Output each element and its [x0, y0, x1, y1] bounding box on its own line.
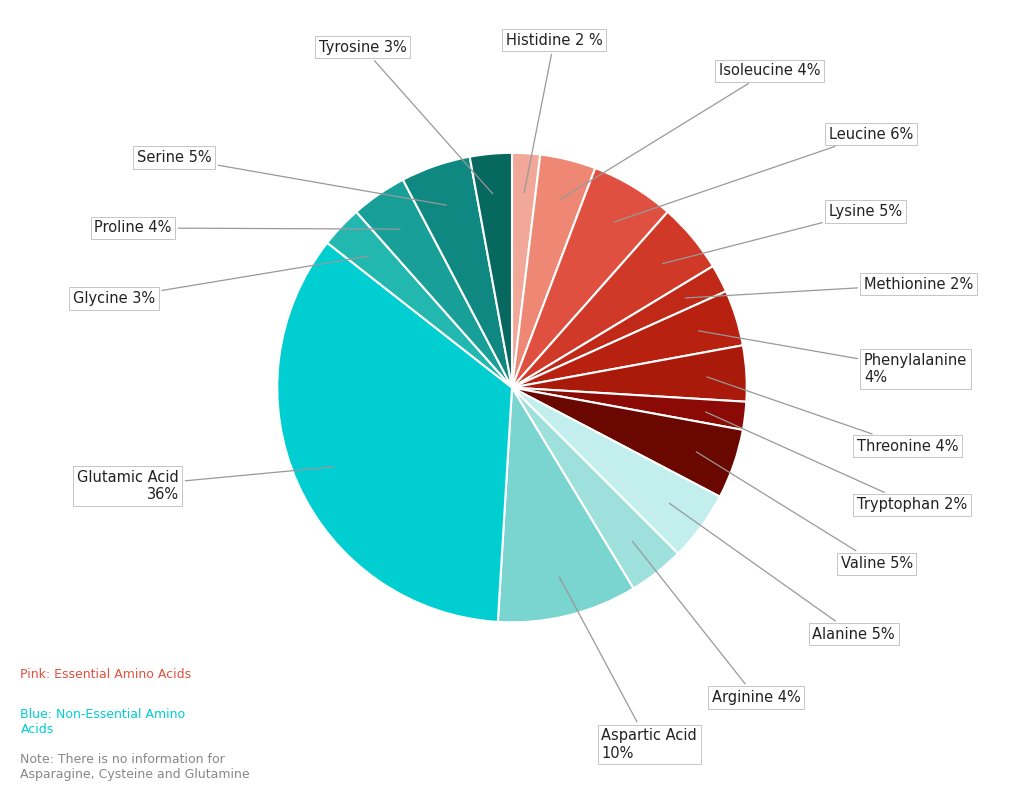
Wedge shape	[512, 388, 742, 497]
Text: Glutamic Acid
36%: Glutamic Acid 36%	[77, 467, 334, 502]
Text: Arginine 4%: Arginine 4%	[633, 541, 801, 705]
Wedge shape	[278, 243, 512, 622]
Text: Histidine 2 %: Histidine 2 %	[506, 32, 603, 193]
Wedge shape	[356, 180, 512, 388]
Wedge shape	[512, 266, 726, 388]
Text: Methionine 2%: Methionine 2%	[685, 277, 974, 298]
Wedge shape	[512, 346, 746, 402]
Text: Blue: Non-Essential Amino
Acids: Blue: Non-Essential Amino Acids	[20, 708, 185, 736]
Wedge shape	[328, 212, 512, 388]
Text: Alanine 5%: Alanine 5%	[670, 503, 895, 642]
Text: Tryptophan 2%: Tryptophan 2%	[706, 412, 968, 513]
Text: Glycine 3%: Glycine 3%	[73, 256, 369, 306]
Text: Phenylalanine
4%: Phenylalanine 4%	[698, 331, 968, 385]
Wedge shape	[512, 291, 742, 388]
Text: Threonine 4%: Threonine 4%	[707, 377, 958, 454]
Text: Valine 5%: Valine 5%	[696, 452, 912, 571]
Text: Proline 4%: Proline 4%	[94, 221, 400, 236]
Wedge shape	[512, 388, 746, 430]
Text: Lysine 5%: Lysine 5%	[663, 204, 902, 263]
Text: Note: There is no information for
Asparagine, Cysteine and Glutamine: Note: There is no information for Aspara…	[20, 753, 250, 781]
Wedge shape	[512, 388, 678, 589]
Wedge shape	[512, 154, 595, 388]
Wedge shape	[512, 168, 668, 388]
Text: Leucine 6%: Leucine 6%	[614, 127, 913, 222]
Wedge shape	[402, 157, 512, 388]
Wedge shape	[512, 153, 541, 388]
Wedge shape	[512, 212, 713, 388]
Wedge shape	[512, 388, 720, 554]
Wedge shape	[470, 153, 512, 388]
Text: Pink: Essential Amino Acids: Pink: Essential Amino Acids	[20, 668, 191, 681]
Text: Isoleucine 4%: Isoleucine 4%	[560, 63, 820, 199]
Text: Tyrosine 3%: Tyrosine 3%	[318, 40, 493, 194]
Text: Aspartic Acid
10%: Aspartic Acid 10%	[559, 577, 697, 761]
Wedge shape	[498, 388, 634, 623]
Text: Serine 5%: Serine 5%	[137, 150, 446, 205]
